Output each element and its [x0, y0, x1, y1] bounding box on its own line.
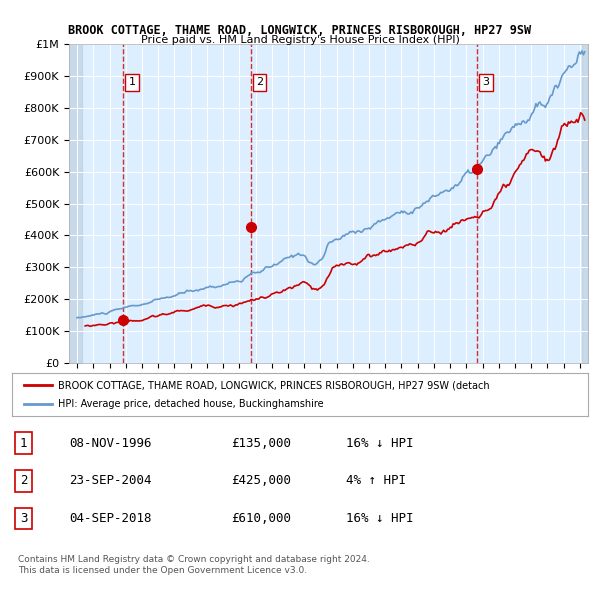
Text: 1: 1	[20, 437, 27, 450]
Text: £610,000: £610,000	[231, 512, 291, 525]
Text: Price paid vs. HM Land Registry's House Price Index (HPI): Price paid vs. HM Land Registry's House …	[140, 35, 460, 45]
Text: 08-NOV-1996: 08-NOV-1996	[70, 437, 152, 450]
Text: This data is licensed under the Open Government Licence v3.0.: This data is licensed under the Open Gov…	[18, 566, 307, 575]
Text: 16% ↓ HPI: 16% ↓ HPI	[346, 437, 413, 450]
Text: 2: 2	[256, 77, 263, 87]
Text: 4% ↑ HPI: 4% ↑ HPI	[346, 474, 406, 487]
Text: BROOK COTTAGE, THAME ROAD, LONGWICK, PRINCES RISBOROUGH, HP27 9SW (detach: BROOK COTTAGE, THAME ROAD, LONGWICK, PRI…	[58, 381, 490, 391]
Text: £425,000: £425,000	[231, 474, 291, 487]
Text: 3: 3	[20, 512, 27, 525]
Text: 23-SEP-2004: 23-SEP-2004	[70, 474, 152, 487]
Text: Contains HM Land Registry data © Crown copyright and database right 2024.: Contains HM Land Registry data © Crown c…	[18, 555, 370, 563]
Text: BROOK COTTAGE, THAME ROAD, LONGWICK, PRINCES RISBOROUGH, HP27 9SW: BROOK COTTAGE, THAME ROAD, LONGWICK, PRI…	[68, 24, 532, 37]
Text: 16% ↓ HPI: 16% ↓ HPI	[346, 512, 413, 525]
Text: HPI: Average price, detached house, Buckinghamshire: HPI: Average price, detached house, Buck…	[58, 399, 324, 409]
Text: 2: 2	[20, 474, 27, 487]
Text: £135,000: £135,000	[231, 437, 291, 450]
Text: 1: 1	[128, 77, 136, 87]
Text: 04-SEP-2018: 04-SEP-2018	[70, 512, 152, 525]
Text: 3: 3	[482, 77, 489, 87]
